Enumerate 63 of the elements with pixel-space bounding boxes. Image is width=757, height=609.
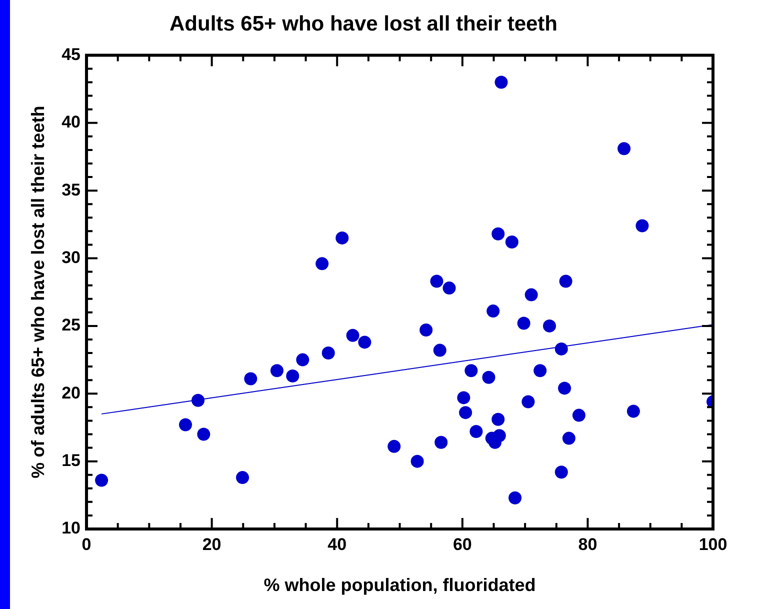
point <box>524 288 538 302</box>
y-tick-label: 20 <box>62 383 81 402</box>
point <box>388 440 401 453</box>
point <box>192 394 205 407</box>
x-tick-label: 80 <box>578 534 598 554</box>
point <box>636 219 649 232</box>
point <box>554 466 568 479</box>
point <box>410 454 424 468</box>
y-tick-label: 25 <box>62 316 81 335</box>
point <box>322 346 335 360</box>
point <box>626 404 640 418</box>
x-axis-title: % whole population, fluoridated <box>264 575 536 596</box>
point <box>457 391 470 404</box>
y-tick-label: 10 <box>62 518 81 538</box>
point <box>505 236 518 249</box>
point <box>420 324 433 337</box>
point <box>336 231 349 244</box>
point <box>459 406 472 420</box>
y-tick-label: 15 <box>62 451 81 470</box>
point <box>197 428 210 441</box>
point <box>494 76 508 89</box>
point <box>508 491 522 504</box>
point <box>358 336 372 349</box>
y-tick-label: 40 <box>62 112 81 132</box>
y-tick-label: 30 <box>62 248 81 267</box>
point <box>178 418 192 432</box>
y-axis-title: % of adults 65+ who have lost all their teeth <box>28 106 48 478</box>
point <box>534 364 547 378</box>
point <box>618 142 631 156</box>
point <box>522 395 535 408</box>
point <box>434 436 448 449</box>
point <box>554 342 568 356</box>
point <box>562 432 576 445</box>
point <box>346 328 360 342</box>
x-tick-label: 40 <box>328 534 347 554</box>
point <box>572 408 586 422</box>
point <box>296 353 310 366</box>
x-tick-label: 0 <box>82 534 92 554</box>
y-tick-label: 35 <box>62 180 81 200</box>
point <box>430 274 444 288</box>
y-tick-label: 45 <box>62 44 81 64</box>
point <box>492 227 505 240</box>
x-tick-label: 60 <box>452 534 472 554</box>
point <box>433 344 446 357</box>
point <box>95 474 108 487</box>
point <box>464 364 478 378</box>
point <box>558 382 572 395</box>
point <box>286 370 300 383</box>
point <box>442 282 456 295</box>
point <box>316 257 329 270</box>
point <box>470 425 483 438</box>
point <box>236 471 250 484</box>
x-tick-label: 100 <box>698 534 728 554</box>
chart-title: Adults 65+ who have lost all their teeth <box>169 12 558 36</box>
point <box>542 319 556 332</box>
point <box>517 316 530 330</box>
point <box>244 372 258 386</box>
point <box>559 274 572 288</box>
point <box>492 412 505 426</box>
x-tick-label: 20 <box>202 534 222 554</box>
point <box>482 370 496 384</box>
point <box>486 304 500 318</box>
point <box>270 364 284 378</box>
